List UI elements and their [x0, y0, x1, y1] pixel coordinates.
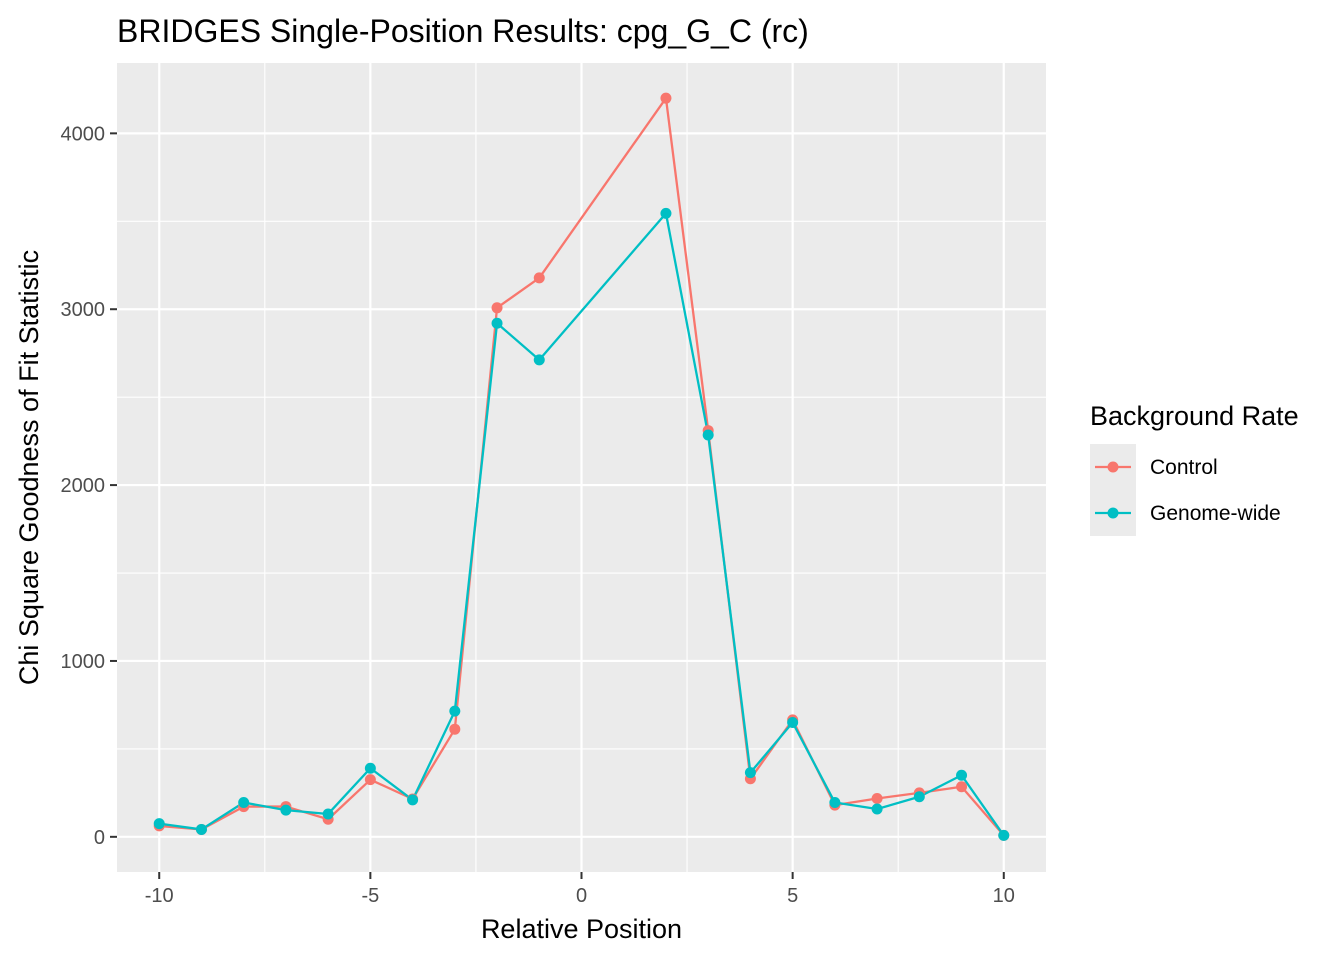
y-tick-label: 3000 [61, 299, 106, 321]
point-genome-wide [449, 705, 461, 717]
y-tick-label: 2000 [61, 475, 106, 497]
x-tick-label: 0 [576, 885, 587, 907]
y-tick-labels: 0 1000 2000 3000 4000 [61, 123, 106, 848]
legend-key-point-control [1107, 461, 1119, 473]
point-genome-wide [195, 823, 207, 835]
point-genome-wide [871, 803, 883, 815]
x-tick-label: -5 [361, 885, 379, 907]
y-tick-label: 4000 [61, 123, 106, 145]
grid-major [117, 63, 1046, 872]
point-genome-wide [787, 717, 799, 729]
point-genome-wide [998, 829, 1010, 841]
point-control [533, 272, 545, 284]
point-genome-wide [280, 804, 292, 816]
series-layer [153, 92, 1010, 841]
legend-key-background [1090, 444, 1136, 536]
x-tick-labels: -10 -5 0 5 10 [145, 885, 1015, 907]
point-control [871, 792, 883, 804]
y-axis-title: Chi Square Goodness of Fit Statistic [14, 250, 44, 685]
point-genome-wide [956, 769, 968, 781]
point-genome-wide [491, 317, 503, 329]
point-genome-wide [660, 207, 672, 219]
legend-label-genome-wide: Genome-wide [1150, 502, 1281, 525]
x-tick-label: -10 [145, 885, 174, 907]
point-control [449, 723, 461, 735]
point-genome-wide [238, 797, 250, 809]
point-control [660, 92, 672, 104]
legend-title: Background Rate [1090, 401, 1299, 431]
chart-title: BRIDGES Single-Position Results: cpg_G_C… [117, 13, 809, 49]
y-tick-label: 1000 [61, 651, 106, 673]
point-genome-wide [533, 354, 545, 366]
y-tick-label: 0 [94, 827, 105, 849]
legend-keys [1095, 461, 1131, 519]
x-tick-label: 5 [787, 885, 798, 907]
point-genome-wide [153, 818, 165, 830]
point-control [364, 774, 376, 786]
axis-ticks [110, 132, 1005, 879]
point-genome-wide [702, 429, 714, 441]
legend: Background Rate Control Genome-wide [1090, 401, 1299, 536]
legend-label-control: Control [1150, 456, 1218, 479]
point-genome-wide [364, 762, 376, 774]
x-tick-label: 10 [993, 885, 1015, 907]
point-genome-wide [913, 791, 925, 803]
point-genome-wide [744, 767, 756, 779]
point-genome-wide [829, 797, 841, 809]
x-axis-title: Relative Position [481, 914, 682, 944]
point-control [491, 302, 503, 314]
point-genome-wide [322, 808, 334, 820]
point-control [956, 781, 968, 793]
point-genome-wide [407, 794, 419, 806]
legend-key-point-genome-wide [1107, 507, 1119, 519]
